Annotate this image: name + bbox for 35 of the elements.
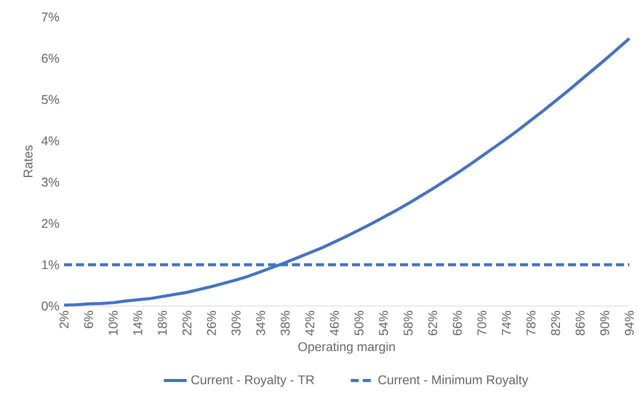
x-tick-label: 86% — [576, 310, 585, 336]
x-tick-label: 78% — [526, 310, 536, 336]
y-tick-label: 3% — [42, 178, 60, 187]
y-tick-label: 1% — [42, 260, 60, 270]
x-tick-label: 66% — [452, 310, 462, 336]
x-tick-label: 22% — [182, 310, 192, 336]
legend-label: Current - Minimum Royalty — [378, 375, 528, 387]
x-tick-label: 82% — [551, 310, 560, 336]
x-tick-label: 18% — [158, 310, 167, 335]
x-tick-label: 38% — [280, 310, 290, 336]
x-tick-label: 58% — [404, 310, 413, 336]
y-tick-label: 2% — [42, 218, 60, 228]
legend-label: Current - Royalty - TR — [191, 375, 314, 387]
y-tick-label: 4% — [42, 136, 60, 146]
x-tick-label: 46% — [330, 310, 339, 336]
y-axis-title: Rates — [24, 145, 33, 177]
x-tick-label: 90% — [600, 310, 610, 336]
y-tick-label: 5% — [42, 95, 60, 104]
x-tick-label: 30% — [232, 310, 241, 336]
x-tick-label: 62% — [428, 310, 438, 336]
x-tick-label: 50% — [354, 310, 364, 336]
y-tick-label: 7% — [42, 12, 60, 22]
x-tick-label: 70% — [477, 310, 486, 336]
x-tick-label: 54% — [379, 310, 388, 336]
x-tick-label: 6% — [84, 310, 94, 328]
y-tick-label: 0% — [42, 302, 60, 310]
x-tick-label: 94% — [624, 310, 634, 336]
y-tick-label: 6% — [42, 54, 60, 63]
x-tick-label: 10% — [108, 310, 118, 335]
x-tick-label: 26% — [206, 310, 216, 336]
x-tick-label: 34% — [256, 310, 266, 336]
x-tick-label: 74% — [502, 310, 511, 336]
x-tick-label: 14% — [133, 310, 142, 335]
x-tick-label: 42% — [305, 310, 314, 336]
x-axis-title: Operating margin — [298, 342, 395, 354]
